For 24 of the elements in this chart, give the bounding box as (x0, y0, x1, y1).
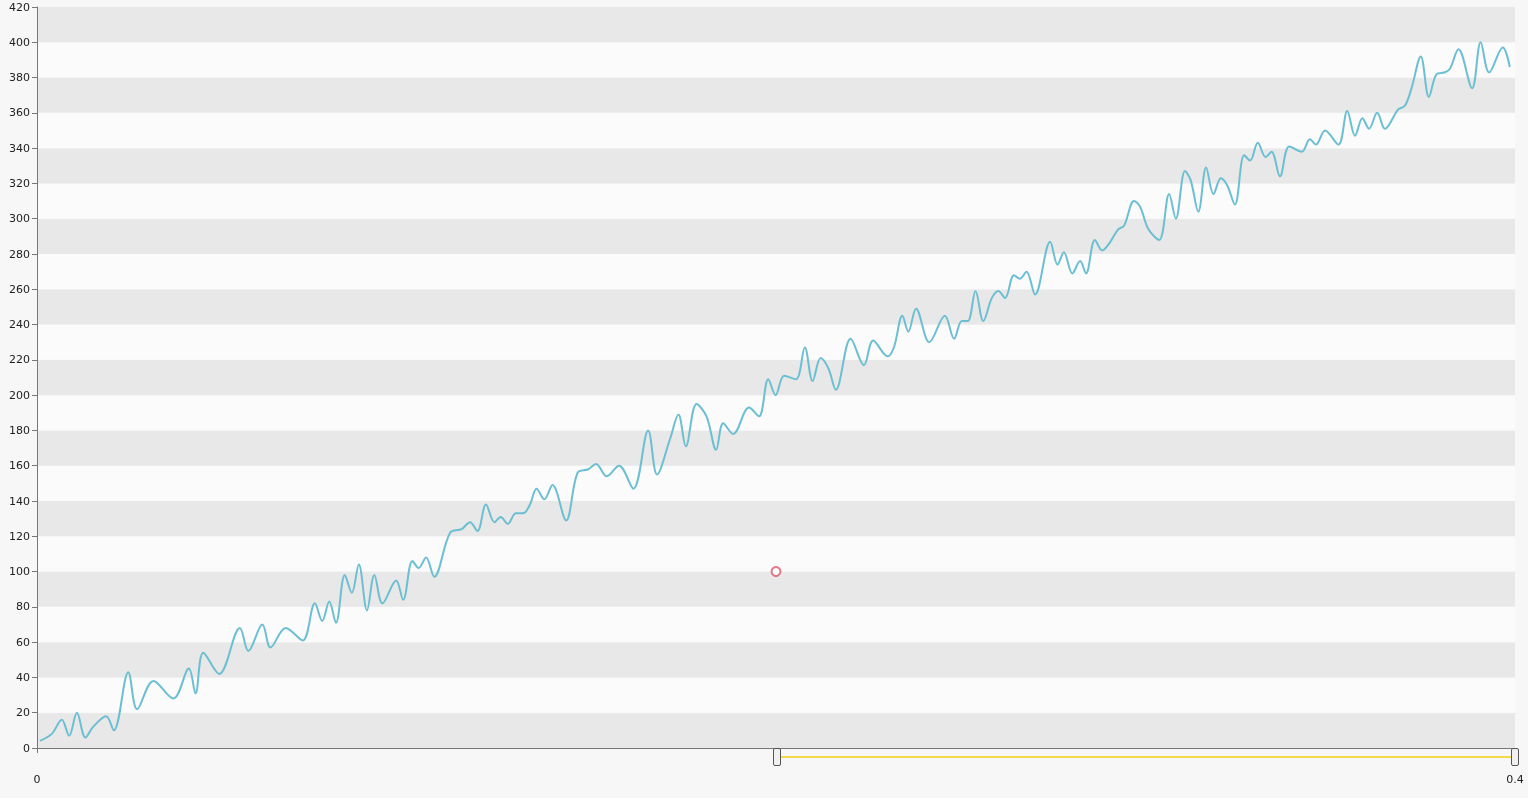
y-tick-label: 20 (16, 706, 30, 720)
y-tick-label: 380 (9, 71, 30, 85)
y-tick-label: 260 (9, 282, 30, 296)
y-tick-label: 320 (9, 176, 30, 190)
y-tick-label: 300 (9, 212, 30, 226)
x-tick-label: 0.4 (1506, 773, 1524, 786)
y-tick-label: 340 (9, 141, 30, 155)
y-tick-label: 400 (9, 35, 30, 49)
y-tick-label: 420 (9, 0, 30, 14)
y-tick-label: 0 (23, 741, 30, 755)
y-tick-label: 360 (9, 106, 30, 120)
y-tick-label: 80 (16, 600, 30, 614)
y-tick-label: 120 (9, 529, 30, 543)
y-tick-label: 140 (9, 494, 30, 508)
y-tick-label: 240 (9, 318, 30, 332)
y-tick-label: 60 (16, 635, 30, 649)
y-tick-label: 180 (9, 423, 30, 437)
y-tick-label: 200 (9, 388, 30, 402)
y-tick-label: 160 (9, 459, 30, 473)
y-tick-label: 100 (9, 565, 30, 579)
y-tick-label: 40 (16, 670, 30, 684)
y-tick-label: 220 (9, 353, 30, 367)
line-series (38, 41, 1511, 742)
y-tick-label: 280 (9, 247, 30, 261)
